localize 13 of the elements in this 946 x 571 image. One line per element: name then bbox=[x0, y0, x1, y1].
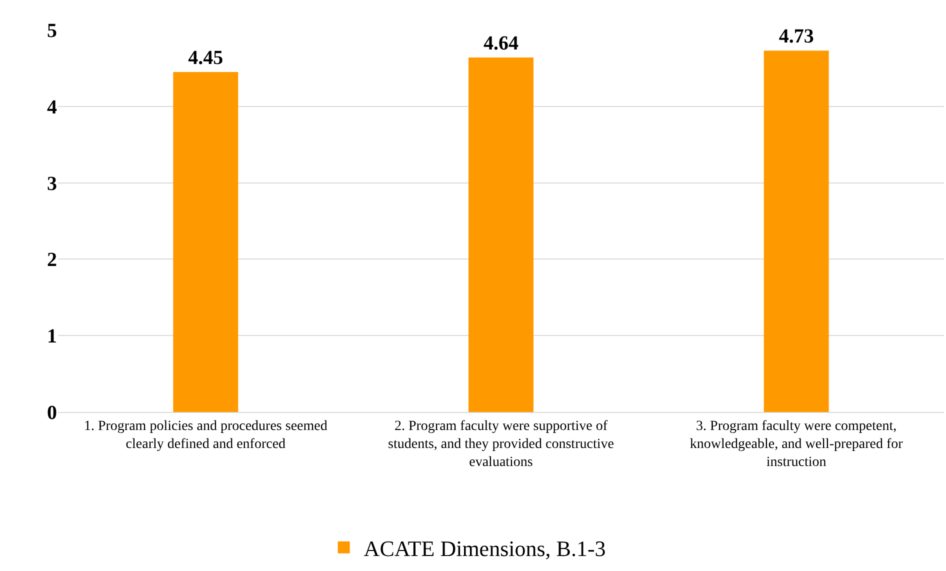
data-label: 4.45 bbox=[188, 47, 224, 70]
x-tick-label: 1. Program policies and procedures seemed clearly defined and enforced bbox=[84, 418, 328, 452]
y-tick-label: 1 bbox=[47, 326, 57, 348]
y-tick-label: 2 bbox=[47, 249, 57, 272]
y-tick-label: 0 bbox=[47, 402, 57, 424]
legend-label: ACATE Dimensions, B.1-3 bbox=[364, 536, 606, 561]
x-tick-label: 3. Program faculty were competent, knowledgeable, and well-prepared for instruction bbox=[690, 418, 904, 470]
y-tick-label: 5 bbox=[47, 20, 57, 42]
x-tick-label: 2. Program faculty were supportive of students, and they provided constructive evaluations bbox=[388, 418, 614, 470]
y-tick-label: 4 bbox=[47, 96, 57, 118]
y-tick-label: 3 bbox=[47, 172, 57, 195]
data-label: 4.64 bbox=[484, 32, 518, 54]
data-label: 4.73 bbox=[778, 26, 814, 48]
